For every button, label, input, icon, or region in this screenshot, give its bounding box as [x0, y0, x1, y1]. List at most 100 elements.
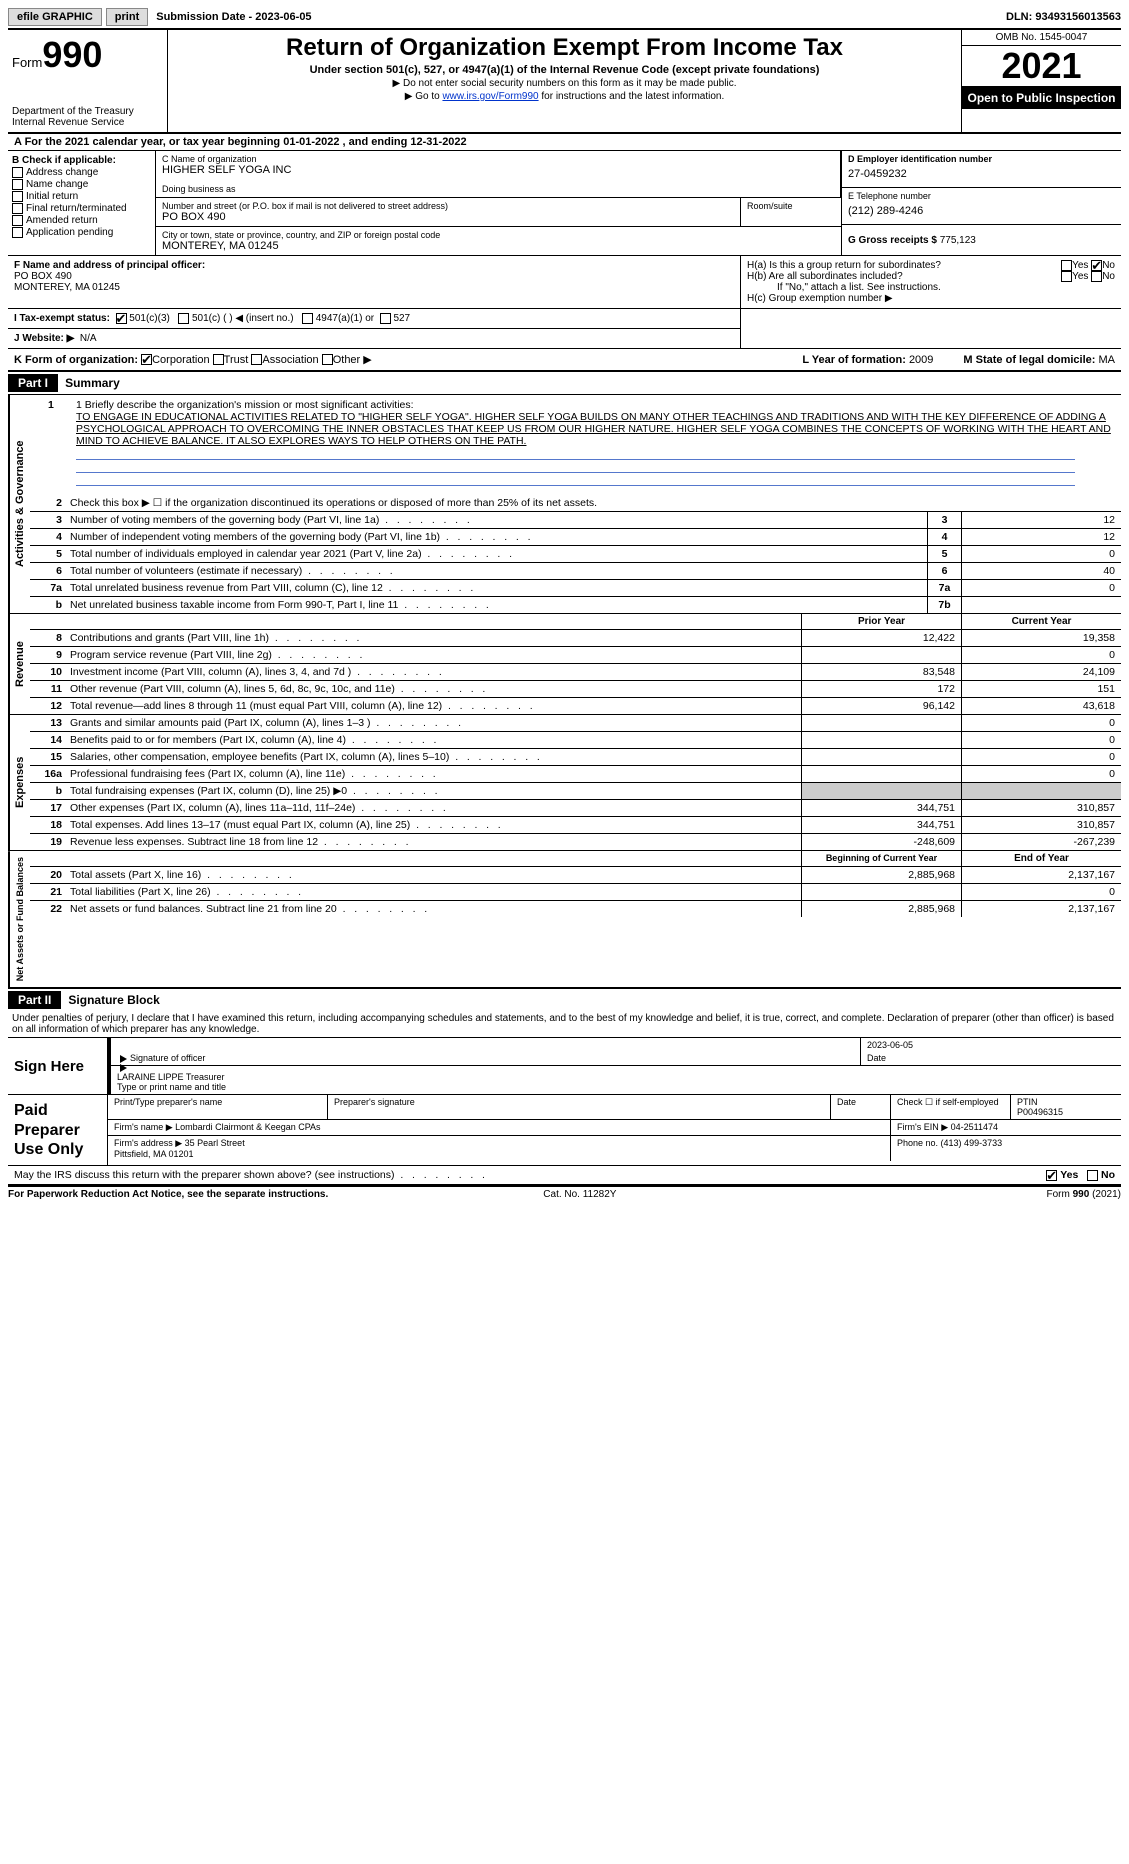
ptin-lbl: PTIN	[1017, 1097, 1115, 1107]
firm-name-lbl: Firm's name ▶	[114, 1122, 175, 1132]
street-val: PO BOX 490	[162, 211, 734, 223]
hb-yes: Yes	[1072, 271, 1088, 282]
sig-date-lbl: Date	[867, 1053, 1115, 1063]
col-end: End of Year	[961, 851, 1121, 866]
discuss-no-chk[interactable]	[1087, 1170, 1098, 1181]
line-22: 22Net assets or fund balances. Subtract …	[30, 901, 1121, 917]
j-lbl: J Website: ▶	[14, 333, 74, 344]
f-addr1: PO BOX 490	[14, 271, 734, 282]
i-lbl: I Tax-exempt status:	[14, 313, 110, 324]
chk-other[interactable]	[322, 354, 333, 365]
rowa-end: 12-31-2022	[410, 136, 466, 148]
ha-no: No	[1102, 260, 1115, 271]
ha-lbl: H(a) Is this a group return for subordin…	[747, 260, 1061, 271]
chk-address-change[interactable]: Address change	[12, 167, 151, 178]
hb-lbl: H(b) Are all subordinates included?	[747, 271, 1061, 282]
rowa-begin: 01-01-2022	[283, 136, 339, 148]
chk-amended-return[interactable]: Amended return	[12, 215, 151, 226]
l-year: L Year of formation: 2009	[802, 354, 933, 366]
name-lbl: C Name of organization	[162, 154, 834, 164]
section-revenue: Revenue Prior Year Current Year 8Contrib…	[8, 614, 1121, 715]
print-button[interactable]: print	[106, 8, 148, 26]
phone-lbl: E Telephone number	[848, 191, 1115, 201]
m-state: M State of legal domicile: MA	[963, 354, 1115, 366]
discuss-yes-chk[interactable]	[1046, 1170, 1057, 1181]
gross-lbl: G Gross receipts $	[848, 235, 940, 246]
l1-lbl: 1 Briefly describe the organization's mi…	[76, 399, 414, 411]
chk-501c[interactable]	[178, 313, 189, 324]
header-right: OMB No. 1545-0047 2021 Open to Public In…	[961, 30, 1121, 132]
line-17: 17Other expenses (Part IX, column (A), l…	[30, 800, 1121, 817]
discuss-row: May the IRS discuss this return with the…	[8, 1166, 1121, 1185]
col-d-ein: D Employer identification number 27-0459…	[841, 151, 1121, 255]
ein-lbl: D Employer identification number	[848, 154, 1115, 164]
hb-no: No	[1102, 271, 1115, 282]
line-10: 10Investment income (Part VIII, column (…	[30, 664, 1121, 681]
rev-hdr-cols: Prior Year Current Year	[30, 614, 1121, 630]
cell-gross: G Gross receipts $ 775,123	[842, 225, 1121, 249]
cell-phone: E Telephone number (212) 289-4246	[842, 188, 1121, 225]
tax-year: 2021	[962, 46, 1121, 87]
line-3: 3Number of voting members of the governi…	[30, 512, 1121, 529]
gross-val: 775,123	[940, 235, 976, 246]
cell-room: Room/suite	[741, 198, 841, 226]
line-9: 9Program service revenue (Part VIII, lin…	[30, 647, 1121, 664]
hc-lbl: H(c) Group exemption number ▶	[747, 293, 1115, 304]
line-21: 21Total liabilities (Part X, line 26)0	[30, 884, 1121, 901]
chk-501c3[interactable]	[116, 313, 127, 324]
header-mid: Return of Organization Exempt From Incom…	[168, 30, 961, 132]
chk-initial-return[interactable]: Initial return	[12, 191, 151, 202]
prep-date-lbl: Date	[831, 1095, 891, 1119]
l-lbl: L Year of formation:	[802, 354, 909, 366]
footer-left: For Paperwork Reduction Act Notice, see …	[8, 1189, 328, 1200]
chk-lbl: Final return/terminated	[26, 203, 127, 214]
i-o4: 527	[393, 313, 410, 324]
chk-corp[interactable]	[141, 354, 152, 365]
firm-phone-lbl: Phone no.	[897, 1138, 941, 1148]
ptin-val: P00496315	[1017, 1107, 1115, 1117]
line-13: 13Grants and similar amounts paid (Part …	[30, 715, 1121, 732]
section-governance: Activities & Governance 11 Briefly descr…	[8, 395, 1121, 614]
hb-no-chk[interactable]	[1091, 271, 1102, 282]
j-val: N/A	[80, 333, 97, 344]
section-net-assets: Net Assets or Fund Balances Beginning of…	[8, 851, 1121, 989]
phone-val: (212) 289-4246	[848, 201, 1115, 221]
irs-link[interactable]: www.irs.gov/Form990	[442, 91, 538, 102]
form-number: Form990	[12, 34, 163, 76]
row-i-j: I Tax-exempt status: 501(c)(3) 501(c) ( …	[8, 309, 1121, 349]
colb-hdr: B Check if applicable:	[12, 155, 151, 166]
vtab-governance: Activities & Governance	[8, 395, 30, 613]
ha-yes-chk[interactable]	[1061, 260, 1072, 271]
paid-preparer-row: Paid Preparer Use Only Print/Type prepar…	[8, 1095, 1121, 1166]
chk-assoc[interactable]	[251, 354, 262, 365]
chk-4947[interactable]	[302, 313, 313, 324]
note2-post: for instructions and the latest informat…	[539, 91, 725, 102]
chk-name-change[interactable]: Name change	[12, 179, 151, 190]
vtab-expenses: Expenses	[8, 715, 30, 850]
omb-number: OMB No. 1545-0047	[962, 30, 1121, 46]
k-lbl: K Form of organization:	[14, 354, 138, 366]
chk-final-return[interactable]: Final return/terminated	[12, 203, 151, 214]
dln: DLN: 93493156013563	[1006, 11, 1121, 23]
hb-row: H(b) Are all subordinates included? Yes …	[747, 271, 1115, 282]
dba-lbl: Doing business as	[162, 184, 834, 194]
cell-street: Number and street (or P.O. box if mail i…	[156, 198, 741, 226]
firm-ein-lbl: Firm's EIN ▶	[897, 1122, 951, 1132]
chk-application-pending[interactable]: Application pending	[12, 227, 151, 238]
line-16a: 16aProfessional fundraising fees (Part I…	[30, 766, 1121, 783]
topbar: efile GRAPHIC print Submission Date - 20…	[8, 8, 1121, 30]
line-12: 12Total revenue—add lines 8 through 11 (…	[30, 698, 1121, 714]
k-o4: Other ▶	[333, 353, 372, 366]
col-f-officer: F Name and address of principal officer:…	[8, 256, 741, 308]
chk-527[interactable]	[380, 313, 391, 324]
chk-trust[interactable]	[213, 354, 224, 365]
ha-no-chk[interactable]	[1091, 260, 1102, 271]
dln-val: 93493156013563	[1035, 11, 1121, 23]
line-2: 2Check this box ▶ ☐ if the organization …	[30, 495, 1121, 512]
line-1-mission: 11 Briefly describe the organization's m…	[30, 395, 1121, 495]
cell-ein: D Employer identification number 27-0459…	[842, 151, 1121, 188]
l2-desc: Check this box ▶ ☐ if the organization d…	[66, 495, 1121, 511]
chk-lbl: Name change	[26, 179, 88, 190]
hb-yes-chk[interactable]	[1061, 271, 1072, 282]
i-o1: 501(c)(3)	[129, 313, 170, 324]
